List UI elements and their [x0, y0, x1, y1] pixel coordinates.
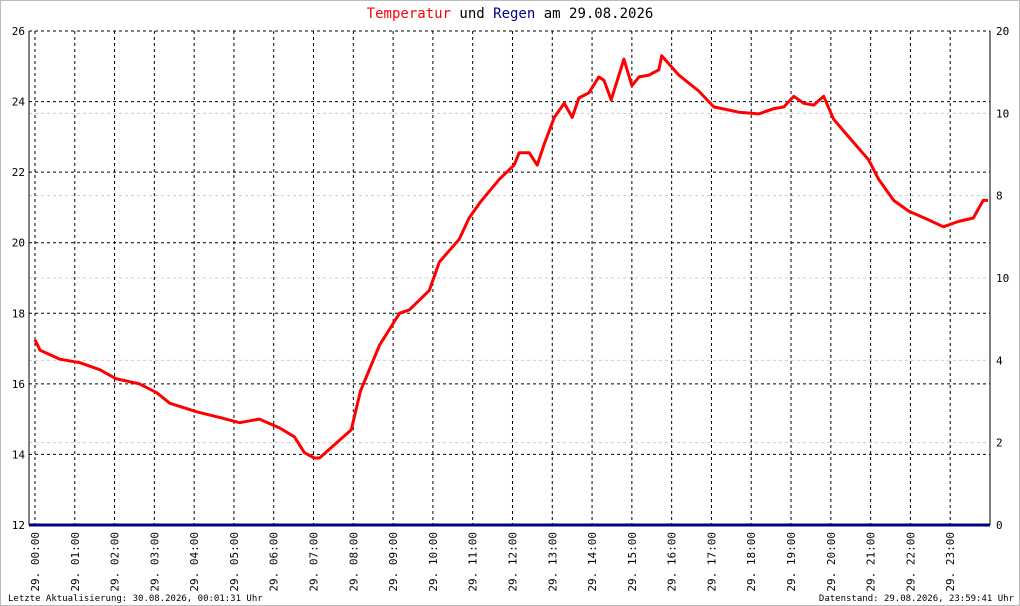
- x-tick-label: 29. 14:00: [586, 532, 599, 592]
- x-tick-label: 29. 12:00: [506, 532, 519, 592]
- y2-tick-label: 10: [996, 272, 1009, 285]
- y-tick-label: 26: [12, 25, 25, 38]
- series-line: [33, 54, 988, 460]
- x-tick-label: 29. 18:00: [745, 532, 758, 592]
- x-tick-label: 29. 02:00: [109, 532, 122, 592]
- y-tick-label: 24: [12, 96, 26, 109]
- y2-tick-label: 20: [996, 25, 1009, 38]
- y2-tick-label: 0: [996, 519, 1003, 532]
- x-tick-label: 29. 00:00: [29, 532, 42, 592]
- title-part: und: [459, 6, 484, 22]
- y2-tick-label: 2: [996, 437, 1003, 450]
- chart-title: Temperatur und Regen am 29.08.2026: [367, 6, 654, 22]
- footer-left: Letzte Aktualisierung: 30.08.2026, 00:01…: [8, 594, 263, 604]
- y2-tick-label: 8: [996, 190, 1003, 203]
- x-tick-label: 29. 16:00: [666, 532, 679, 592]
- x-tick-label: 29. 01:00: [69, 532, 82, 592]
- x-tick-label: 29. 21:00: [865, 532, 878, 592]
- y-tick-label: 16: [12, 378, 25, 391]
- y-tick-label: 20: [12, 237, 25, 250]
- x-tick-label: 29. 06:00: [268, 532, 281, 592]
- x-tick-label: 29. 13:00: [546, 532, 559, 592]
- x-tick-label: 29. 05:00: [228, 532, 241, 592]
- title-part: Temperatur: [367, 6, 451, 22]
- x-tick-label: 29. 04:00: [188, 532, 201, 592]
- y2-tick-label: 4: [996, 354, 1003, 367]
- title-part: Regen: [493, 6, 535, 22]
- x-tick-label: 29. 23:00: [944, 532, 957, 592]
- x-tick-label: 29. 15:00: [626, 532, 639, 592]
- y2-tick-label: 10: [996, 107, 1009, 120]
- x-tick-label: 29. 10:00: [427, 532, 440, 592]
- x-tick-label: 29. 11:00: [467, 532, 480, 592]
- x-tick-label: 29. 03:00: [148, 532, 161, 592]
- x-tick-label: 29. 17:00: [705, 532, 718, 592]
- x-tick-label: 29. 20:00: [825, 532, 838, 592]
- x-tick-label: 29. 08:00: [347, 532, 360, 592]
- y-tick-label: 12: [12, 519, 25, 532]
- x-tick-label: 29. 22:00: [904, 532, 917, 592]
- y-tick-label: 18: [12, 307, 25, 320]
- footer-right: Datenstand: 29.08.2026, 23:59:41 Uhr: [819, 594, 1015, 604]
- title-part: am 29.08.2026: [544, 6, 654, 22]
- x-tick-label: 29. 09:00: [387, 532, 400, 592]
- y-tick-label: 14: [12, 448, 26, 461]
- x-tick-label: 29. 19:00: [785, 532, 798, 592]
- x-tick-label: 29. 07:00: [308, 532, 321, 592]
- y-tick-label: 22: [12, 166, 25, 179]
